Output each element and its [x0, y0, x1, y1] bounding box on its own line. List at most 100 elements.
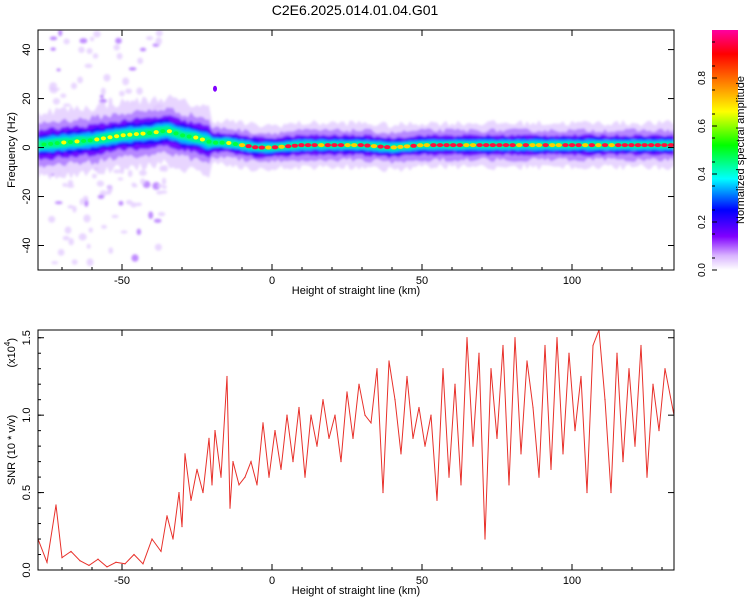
spectrogram-ridge-peak — [304, 143, 312, 148]
snr-y-tick-label: 1.5 — [21, 330, 33, 345]
snr-point — [211, 484, 213, 486]
snr-point — [322, 399, 324, 401]
snr-point — [61, 557, 63, 559]
spectrogram-ridge-peak — [67, 139, 73, 144]
snr-point — [286, 414, 288, 416]
snr-point — [472, 445, 474, 447]
snr-y-tick-label: 0.0 — [21, 562, 33, 577]
spectrogram-ridge-peak — [628, 143, 635, 148]
spectrogram-ridge-peak — [496, 143, 503, 148]
snr-series-line — [38, 330, 674, 568]
snr-point — [97, 558, 99, 560]
spectrogram-noise-blob — [96, 180, 105, 187]
snr-point — [280, 468, 282, 470]
snr-point — [580, 375, 582, 378]
spectrogram-noise-blob — [79, 198, 84, 206]
spectrogram-noise-blob — [113, 169, 121, 174]
spectrogram-noise-blob — [136, 87, 143, 95]
spectrogram-axes: -50 0 50 100 -40 -20 0 20 40 — [21, 30, 674, 287]
spectrogram-ridge-peak — [127, 132, 133, 137]
snr-panel: -50 0 50 100 0.0 0.5 1.0 1.5 Height of straight… — [3, 329, 675, 597]
snr-point — [172, 538, 174, 540]
snr-point — [448, 476, 450, 478]
snr-point — [664, 368, 666, 370]
snr-point — [274, 430, 276, 432]
spectrogram-heatmap — [38, 30, 674, 270]
spectrogram-ridge-peak — [641, 143, 648, 148]
snr-point — [256, 484, 258, 486]
snr-x-label: Height of straight line (km) — [292, 585, 420, 597]
snr-point — [550, 468, 552, 470]
spectrogram-spike — [213, 85, 217, 92]
snr-point — [190, 499, 192, 501]
spectrogram-ridge-peak — [483, 143, 490, 148]
snr-point — [115, 561, 117, 563]
snr-y-tick-label: 0.5 — [21, 485, 33, 500]
snr-point — [478, 352, 480, 354]
snr-point — [208, 437, 210, 439]
snr-point — [502, 344, 504, 347]
spectrogram-ridge-peak — [278, 144, 285, 149]
spectrogram-ridge-peak — [516, 143, 523, 148]
spectrogram-noise-blob — [137, 57, 144, 65]
snr-point — [388, 360, 390, 362]
spectrogram-noise-blob — [54, 201, 63, 205]
spectrogram-ridge-peak — [252, 145, 259, 150]
spectrogram-noise-blob — [49, 88, 58, 94]
colorbar-ticks: 0.0 0.2 0.4 0.6 0.8 — [697, 41, 717, 277]
snr-point — [532, 406, 534, 409]
snr-point — [538, 476, 540, 478]
spectrogram-noise-blob — [111, 214, 119, 219]
spectrogram-noise-blob — [86, 243, 91, 249]
snr-point — [484, 538, 486, 540]
spectrogram-ridge-peak — [443, 143, 450, 148]
snr-point — [622, 461, 624, 463]
colorbar-tick-label: 0.2 — [697, 215, 708, 229]
spectrogram-noise-blob — [62, 183, 68, 187]
spectrogram-noise-blob — [148, 211, 154, 220]
snr-point — [244, 476, 246, 478]
spectrogram-noise-blob — [70, 82, 77, 90]
snr-point — [352, 437, 354, 439]
spectrogram-noise-blob — [154, 243, 162, 251]
snr-point — [133, 553, 135, 556]
spectrogram-ridge-peak — [456, 143, 463, 148]
spectrogram-noise-blob — [153, 218, 162, 223]
snr-point — [181, 526, 183, 528]
snr-point — [310, 414, 312, 416]
spectrogram-ridge-peak — [344, 143, 351, 148]
spectrogram-noise-blob — [152, 182, 161, 190]
spectrogram-ridge-peak — [199, 137, 205, 142]
snr-point — [556, 337, 558, 339]
spectrogram-noise-blob — [88, 227, 93, 233]
spectrogram-ridge-peak — [166, 129, 172, 134]
spectrogram-ridge-peak — [654, 143, 661, 148]
spectrogram-noise-blob — [67, 205, 74, 209]
snr-multiplier-base: (x10 — [6, 346, 18, 367]
spectrogram-noise-blob — [159, 165, 165, 172]
snr-point — [184, 453, 186, 455]
spectrogram-noise-blob — [68, 238, 74, 246]
spectrogram-noise-blob — [63, 38, 70, 45]
spectrogram-ridge-peak — [206, 139, 212, 144]
snr-point — [394, 399, 396, 401]
spectrogram-noise-blob — [60, 93, 67, 98]
snr-point — [268, 476, 270, 478]
spectrogram-ridge-peak — [542, 143, 549, 148]
spectrogram-y-label: Frequency (Hz) — [6, 112, 18, 188]
spectrogram-ridge-peak — [469, 143, 477, 148]
spectrogram-noise-blob — [128, 67, 137, 71]
spectrogram-noise-blob — [131, 184, 138, 188]
snr-point — [508, 484, 510, 486]
spectrogram-noise-blob — [162, 185, 167, 189]
spectrogram-noise-blob — [125, 88, 133, 94]
spectrogram-noise-blob — [99, 94, 104, 99]
spectrogram-ridge-peak — [667, 143, 674, 148]
spectrogram-ridge-peak — [601, 143, 609, 148]
spectrogram-ridge-peak — [219, 140, 225, 145]
spectrogram-noise-blob — [138, 169, 147, 176]
snr-point — [160, 550, 162, 553]
snr-point — [652, 383, 654, 385]
